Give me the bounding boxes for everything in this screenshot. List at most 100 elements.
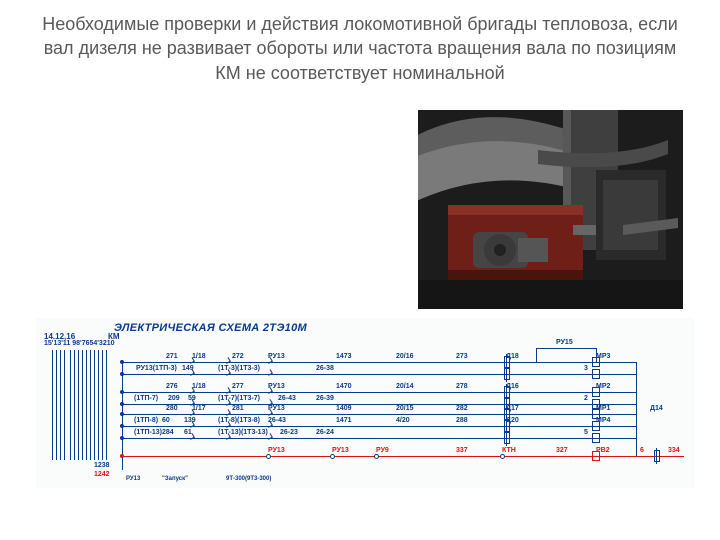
schematic-title: ЭЛЕКТРИЧЕСКАЯ СХЕМА 2ТЭ10М xyxy=(114,322,307,334)
wire-label: (1ТП-7) xyxy=(134,395,158,402)
relay-coil xyxy=(592,421,600,431)
wire-label: 4/20 xyxy=(396,417,410,424)
fuse xyxy=(504,432,510,444)
wire-label: 1238 xyxy=(94,462,110,469)
wire-label: КТН xyxy=(502,447,516,454)
bus-line xyxy=(122,374,636,375)
wire-label: РУ13 xyxy=(268,383,285,390)
footnote-label: 9Т-300(9Т3-300) xyxy=(226,476,271,482)
wire-label: (1ТП-8) xyxy=(134,417,158,424)
km-rail xyxy=(64,350,65,460)
contact xyxy=(264,370,274,378)
junction-dot xyxy=(120,402,124,406)
wire-label: 26-43 xyxy=(268,417,286,424)
junction-dot xyxy=(120,424,124,428)
wire-label: 26-43 xyxy=(278,395,296,402)
relay-coil xyxy=(592,451,600,461)
km-rail xyxy=(78,350,79,460)
wire-label: 149 xyxy=(182,365,194,372)
wire-label: 26-24 xyxy=(316,429,334,436)
km-rail xyxy=(60,350,61,460)
wire-label: 5 xyxy=(584,429,588,436)
km-rail xyxy=(90,350,91,460)
wire-label: РУ9 xyxy=(376,447,389,454)
wire-label: 1/18 xyxy=(192,383,206,390)
engine-photo-svg xyxy=(418,110,683,309)
wire-label: (1ТП-13) xyxy=(134,429,162,436)
bus-line xyxy=(122,392,636,393)
jumper xyxy=(596,348,597,362)
bus-line xyxy=(122,414,636,415)
wire-label: 3 xyxy=(584,365,588,372)
wire-label: 280 xyxy=(166,405,178,412)
wire-label: (1Т-7)(1Т3-7) xyxy=(218,395,260,402)
wire-label: 281 xyxy=(232,405,244,412)
fuse xyxy=(504,368,510,380)
wire-label: 282 xyxy=(456,405,468,412)
km-rail xyxy=(102,350,103,460)
wire-label: 60 xyxy=(162,417,170,424)
wire-label: (1Т-3)(1Т3-3) xyxy=(218,365,260,372)
km-rail xyxy=(82,350,83,460)
wire-label: (1Т-13)(1Т3-13) xyxy=(218,429,268,436)
relay-coil xyxy=(592,369,600,379)
bus-line xyxy=(122,426,636,427)
km-row2: 15'13'11 98'7654'3210 xyxy=(44,340,115,347)
bus-line xyxy=(122,438,636,439)
wire-label: 278 xyxy=(456,383,468,390)
wire-label: 26-39 xyxy=(316,395,334,402)
wire-label: РУ15 xyxy=(556,339,573,346)
wire-label: 139 xyxy=(184,417,196,424)
slide-title: Необходимые проверки и действия локомоти… xyxy=(40,12,680,85)
jumper xyxy=(536,348,537,362)
fuse xyxy=(504,356,510,368)
wire-label: РУ13 xyxy=(268,405,285,412)
wire-label: 20/15 xyxy=(396,405,414,412)
wire-label: 276 xyxy=(166,383,178,390)
wire-label: 273 xyxy=(456,353,468,360)
contact-open xyxy=(330,454,335,459)
relay-coil xyxy=(592,433,600,443)
wire-label: 334 xyxy=(668,447,680,454)
km-rail xyxy=(52,350,53,460)
wire-label: 1242 xyxy=(94,471,110,478)
wire-label: РУ13 xyxy=(268,353,285,360)
end-label: Д14 xyxy=(650,405,663,412)
km-rail xyxy=(94,350,95,460)
km-rail xyxy=(70,350,71,460)
km-rail xyxy=(56,350,57,460)
wire-label: 61 xyxy=(184,429,192,436)
wire-label: 272 xyxy=(232,353,244,360)
km-controller-block: 14.12,16 15'13'11 98'7654'3210 КМ xyxy=(44,320,122,470)
junction-dot xyxy=(120,390,124,394)
wire-label: 277 xyxy=(232,383,244,390)
wire-label: 1409 xyxy=(336,405,352,412)
bus-line xyxy=(122,362,636,363)
fuse xyxy=(504,386,510,398)
junction-dot xyxy=(120,372,124,376)
wire-label: РУ13 xyxy=(268,447,285,454)
km-rail xyxy=(106,350,107,460)
wire-label: 59 xyxy=(188,395,196,402)
wire-label: 2 xyxy=(584,395,588,402)
wire-label: 327 xyxy=(556,447,568,454)
wire-label: 209 xyxy=(168,395,180,402)
km-rail xyxy=(74,350,75,460)
junction-dot xyxy=(120,436,124,440)
junction-dot xyxy=(120,412,124,416)
right-bus xyxy=(636,362,637,456)
bus-line xyxy=(636,456,684,457)
relay-coil xyxy=(592,387,600,397)
contact-open xyxy=(266,454,271,459)
contact-open xyxy=(500,454,505,459)
wire-label: 1/17 xyxy=(192,405,206,412)
engine-photo xyxy=(418,110,683,309)
footnote-label: РУ13 xyxy=(126,476,140,482)
wire-label: 337 xyxy=(456,447,468,454)
wire-label: 6 xyxy=(640,447,644,454)
wire-label: 20/14 xyxy=(396,383,414,390)
contact-open xyxy=(374,454,379,459)
wire-label: 271 xyxy=(166,353,178,360)
wire-label: 20/16 xyxy=(396,353,414,360)
slide: Необходимые проверки и действия локомоти… xyxy=(0,0,720,540)
